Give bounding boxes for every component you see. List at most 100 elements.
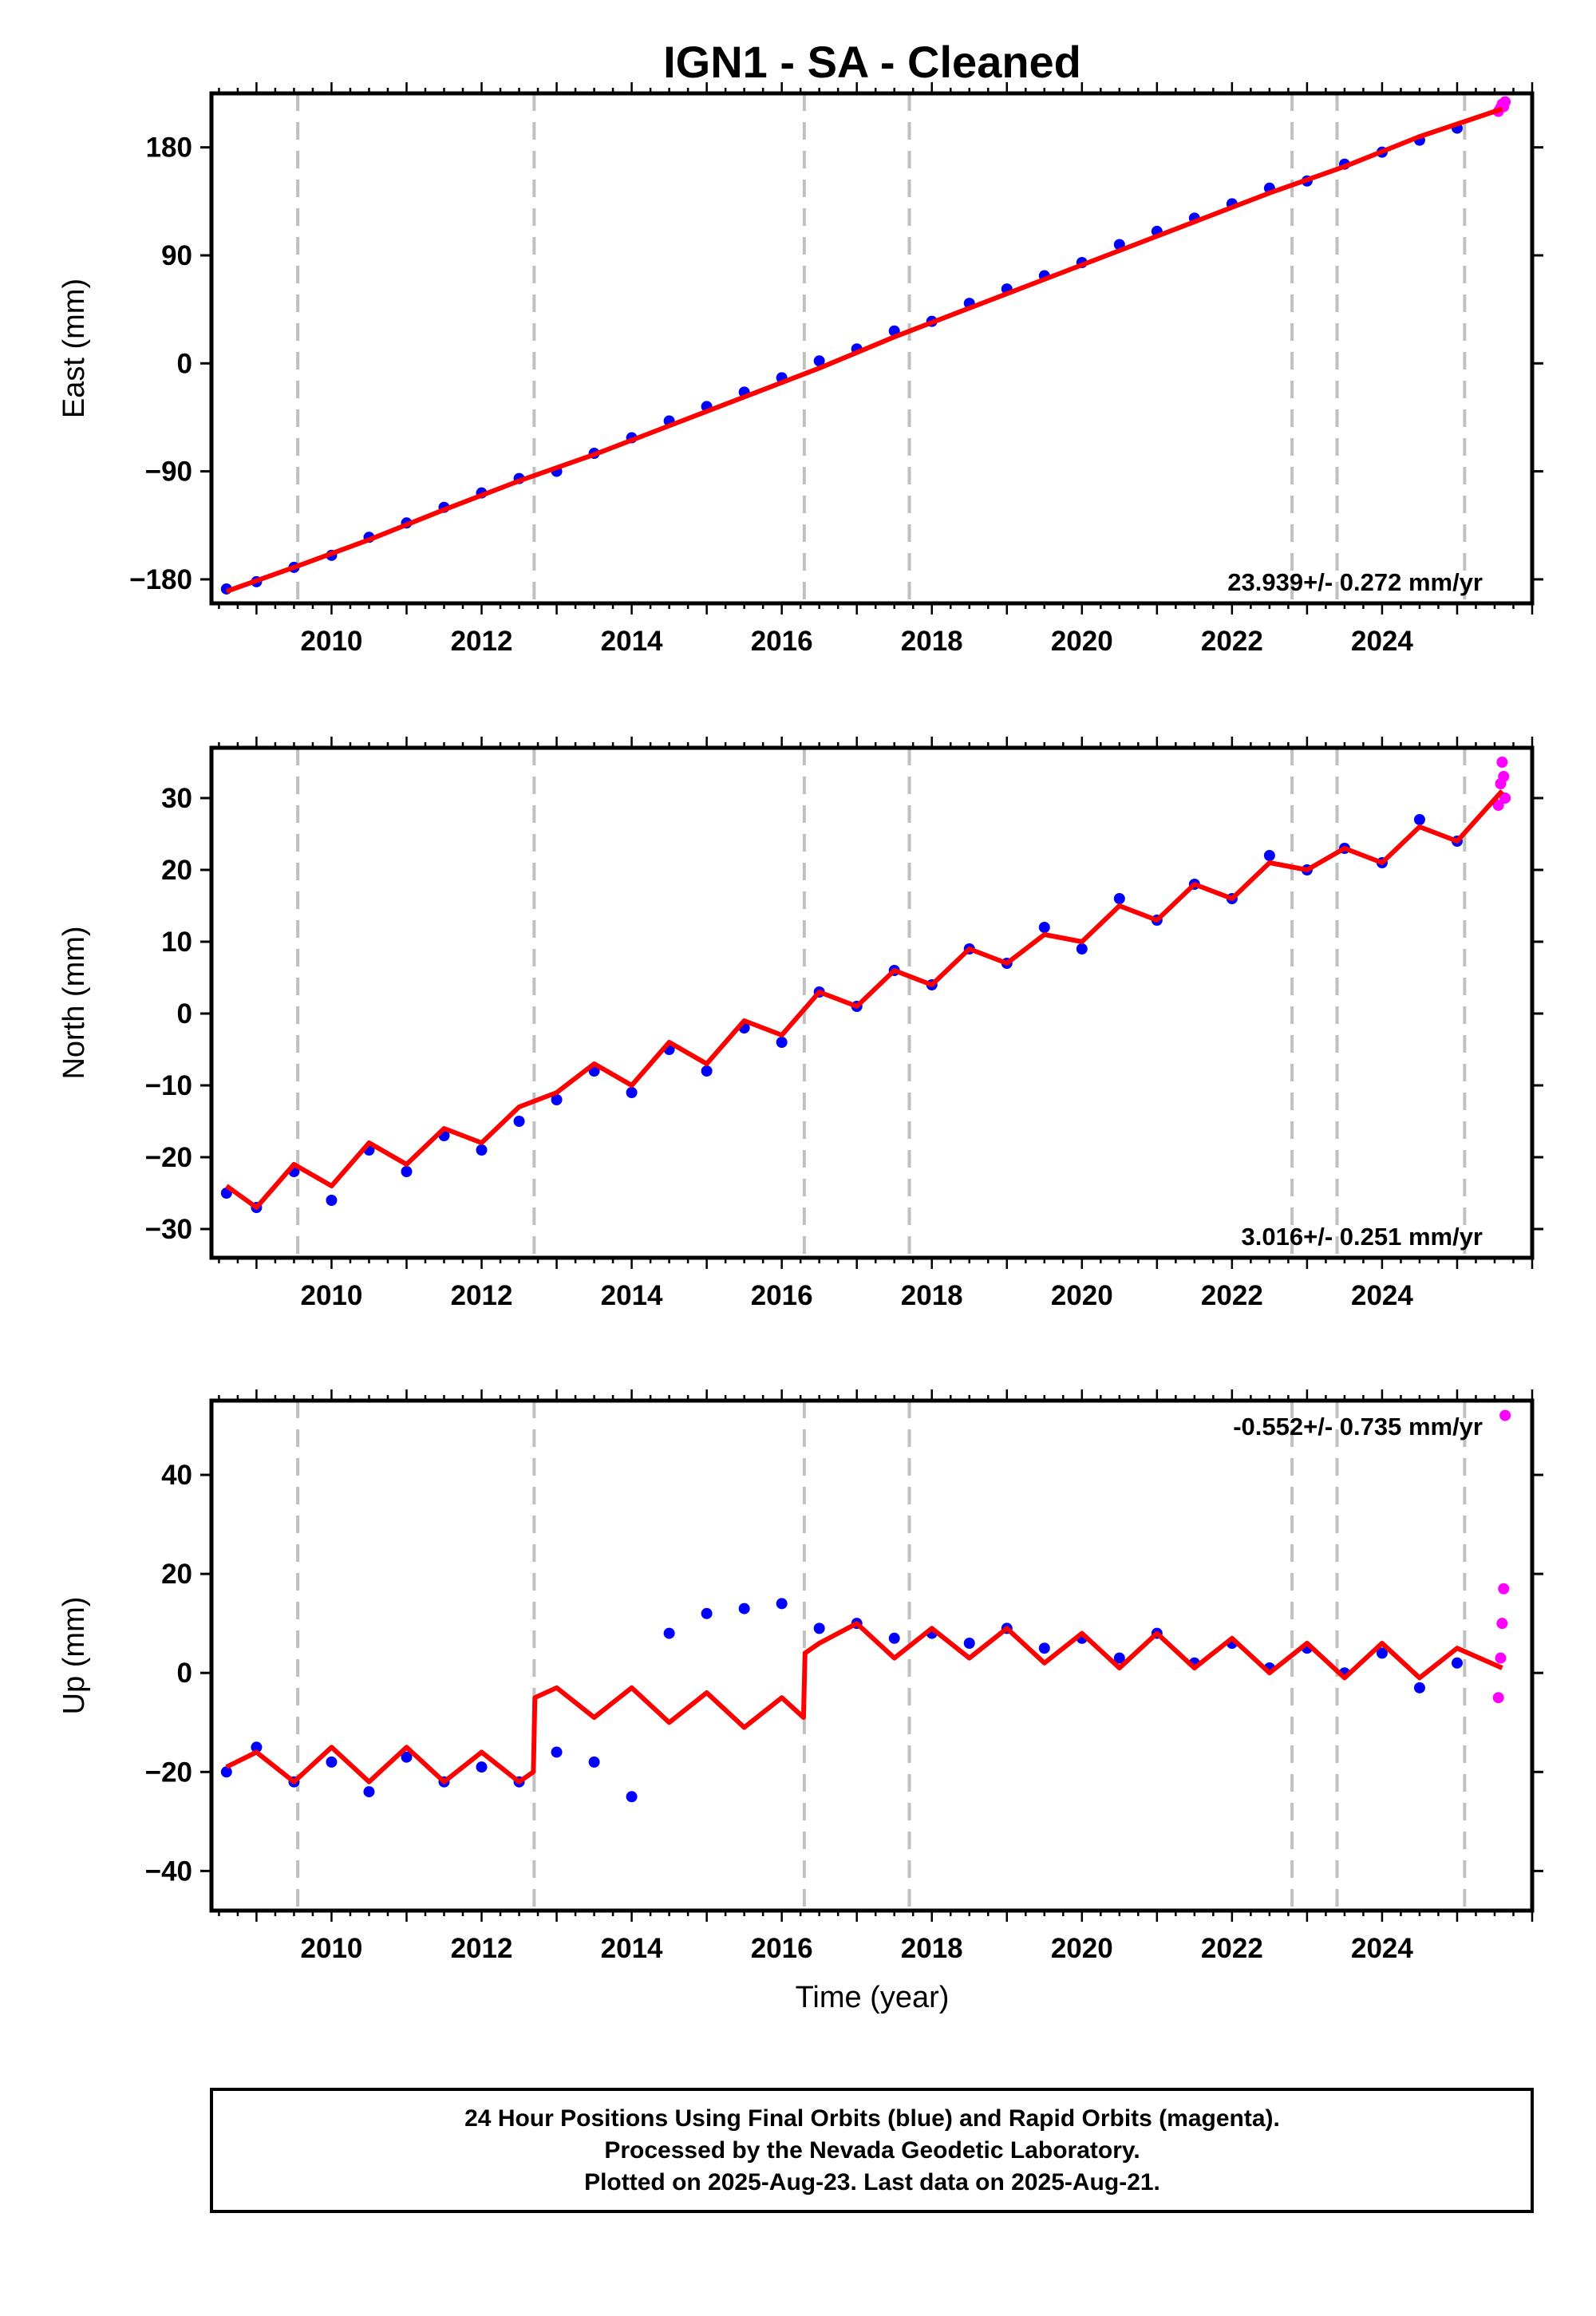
footer-border	[210, 2088, 1534, 2213]
model-line	[225, 106, 1503, 594]
rapid-orbit-point	[1496, 757, 1508, 768]
final-orbit-point	[626, 1087, 638, 1098]
series-group	[220, 757, 1511, 1213]
model-line	[225, 788, 1504, 1210]
final-orbit-point	[1113, 1652, 1125, 1664]
final-orbit-point	[588, 1756, 600, 1768]
plot-area	[211, 1401, 1532, 1911]
east-panel: −180 −90 0 90 180 2010 2012 2014 2016 2018 2020 202…	[57, 82, 1543, 657]
chart-title: IGN1 - SA - Cleaned	[663, 37, 1081, 87]
velocity-label: 3.016+/- 0.251 mm/yr	[1242, 1223, 1483, 1251]
rapid-orbit-point	[1496, 1618, 1508, 1630]
final-orbit-point	[1376, 1647, 1388, 1659]
x-tick-label: 2024	[1351, 626, 1413, 657]
y-tick-label: 20	[161, 1559, 192, 1590]
final-orbit-point	[1113, 893, 1125, 904]
final-orbit-point	[1263, 850, 1275, 861]
up-panel: −40 −20 0 20 40 2010 2012 2014 2016 2018 2020 2022 2…	[57, 1389, 1543, 1964]
x-tick-label: 2012	[451, 626, 513, 657]
final-orbit-point	[401, 1166, 413, 1177]
rapid-orbit-point	[1498, 1583, 1510, 1595]
y-axis-title: East (mm)	[57, 279, 91, 418]
footer-line-1: 24 Hour Positions Using Final Orbits (bl…	[464, 2105, 1280, 2132]
rapid-orbit-point	[1492, 1692, 1504, 1704]
final-orbit-point	[626, 1791, 638, 1803]
y-tick-label: 0	[177, 998, 192, 1030]
y-tick-label: −180	[129, 564, 192, 595]
final-orbit-point	[326, 1756, 338, 1768]
velocity-label: 23.939+/- 0.272 mm/yr	[1227, 568, 1483, 596]
final-orbit-point	[1076, 943, 1088, 954]
final-orbit-point	[776, 1037, 788, 1048]
y-tick-label: 30	[161, 783, 192, 814]
x-tick-label: 2012	[451, 1280, 513, 1311]
x-tick-label: 2018	[901, 626, 963, 657]
y-tick-label: −30	[145, 1214, 192, 1245]
x-tick-label: 2018	[901, 1933, 963, 1964]
x-tick-label: 2014	[601, 1933, 663, 1964]
y-tick-label: −40	[145, 1856, 192, 1887]
final-orbit-point	[220, 1766, 232, 1778]
x-tick-label: 2016	[751, 1280, 813, 1311]
y-axis-title: Up (mm)	[57, 1597, 91, 1715]
y-tick-label: −20	[145, 1757, 192, 1788]
final-orbit-point	[663, 1627, 675, 1639]
series-group	[220, 96, 1511, 595]
rapid-orbit-point	[1495, 1652, 1507, 1664]
final-orbit-point	[1451, 1657, 1463, 1669]
final-orbit-point	[776, 1598, 788, 1610]
x-tick-label: 2022	[1201, 626, 1263, 657]
x-tick-label: 2010	[301, 1280, 363, 1311]
x-tick-label: 2020	[1051, 626, 1113, 657]
final-orbit-point	[813, 1622, 825, 1634]
y-tick-label: −20	[145, 1142, 192, 1173]
x-tick-label: 2010	[301, 1933, 363, 1964]
plot-frame	[209, 91, 1535, 606]
x-axis-title: Time (year)	[796, 1981, 950, 2014]
rapid-orbit-point	[1499, 792, 1511, 804]
final-orbit-point	[251, 1741, 263, 1753]
x-tick-label: 2016	[751, 626, 813, 657]
north-panel: −30 −20 −10 0 10 20 30 2010 2012 2014 2016 2018 2020…	[57, 737, 1543, 1311]
y-tick-label: 0	[177, 1658, 192, 1689]
x-tick-label: 2014	[601, 1280, 663, 1311]
y-tick-label: 20	[161, 855, 192, 886]
y-tick-label: 0	[177, 348, 192, 379]
velocity-label: -0.552+/- 0.735 mm/yr	[1233, 1413, 1483, 1441]
final-orbit-point	[551, 1746, 563, 1758]
x-tick-label: 2014	[601, 626, 663, 657]
final-orbit-point	[701, 1607, 713, 1619]
y-tick-label: 180	[146, 132, 192, 164]
final-orbit-point	[476, 1761, 488, 1773]
x-tick-label: 2024	[1351, 1933, 1413, 1964]
footer-box: 24 Hour Positions Using Final Orbits (bl…	[210, 2088, 1534, 2213]
final-orbit-point	[551, 1094, 563, 1105]
final-orbit-point	[888, 1632, 900, 1644]
rapid-orbit-point	[1492, 800, 1504, 811]
model-line	[225, 1621, 1503, 1784]
rapid-orbit-point	[1499, 1409, 1511, 1421]
final-orbit-point	[1038, 1642, 1050, 1654]
x-tick-label: 2022	[1201, 1933, 1263, 1964]
x-tick-label: 2010	[301, 626, 363, 657]
footer-line-3: Plotted on 2025-Aug-23. Last data on 202…	[584, 2169, 1160, 2195]
final-orbit-point	[738, 1603, 750, 1614]
rapid-orbit-point	[1499, 96, 1511, 108]
x-tick-label: 2016	[751, 1933, 813, 1964]
y-tick-label: 10	[161, 927, 192, 958]
final-orbit-point	[813, 355, 825, 367]
final-orbit-point	[401, 1751, 413, 1763]
y-axis-title: North (mm)	[57, 926, 91, 1079]
final-orbit-point	[1413, 814, 1425, 825]
y-tick-label: −90	[145, 456, 192, 488]
rapid-orbit-point	[1498, 771, 1510, 782]
y-tick-label: 90	[161, 240, 192, 271]
final-orbit-point	[963, 1637, 975, 1649]
x-tick-label: 2020	[1051, 1933, 1113, 1964]
y-tick-label: 40	[161, 1460, 192, 1491]
plot-frame	[209, 745, 1535, 1260]
final-orbit-point	[476, 1144, 488, 1156]
plot-frame	[209, 1398, 1535, 1913]
series-group	[220, 1409, 1511, 1803]
